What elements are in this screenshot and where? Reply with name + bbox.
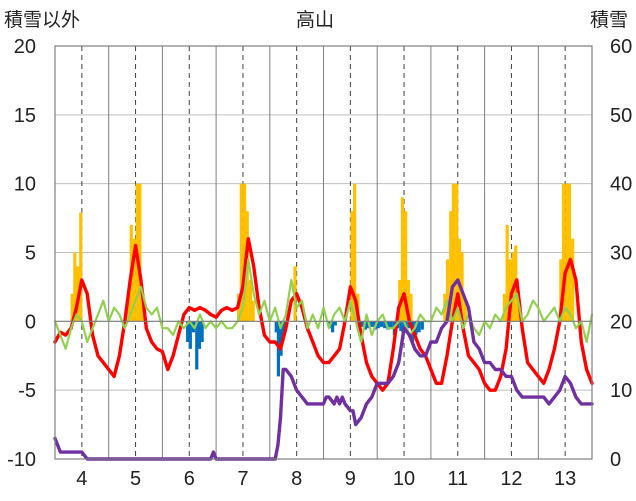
series-line [53, 236, 594, 392]
bar [559, 259, 563, 322]
bar [417, 321, 421, 333]
bar [567, 183, 572, 322]
left-axis-label: 積雪以外 [4, 9, 81, 31]
series-line [53, 278, 594, 461]
bar [399, 321, 403, 331]
left-tick-label: 0 [25, 311, 36, 333]
bar [404, 211, 408, 322]
bar [445, 259, 450, 322]
right-tick-label: 30 [610, 243, 632, 265]
left-tick-label: -10 [7, 449, 36, 471]
bar [565, 183, 569, 322]
x-tick-label: 10 [393, 468, 415, 490]
right-tick-label: 10 [610, 380, 632, 402]
bar [138, 183, 142, 322]
right-tick-label: 20 [610, 311, 632, 333]
left-tick-label: 15 [14, 105, 36, 127]
bar [274, 321, 278, 333]
bar [333, 321, 337, 326]
bar [73, 252, 77, 322]
plot-frame [54, 45, 593, 460]
bar [401, 321, 405, 333]
bar [508, 259, 512, 322]
right-tick-label: 0 [610, 449, 621, 471]
bar [248, 280, 253, 322]
bar [126, 293, 131, 322]
bar [463, 300, 467, 322]
bar [188, 321, 192, 349]
left-tick-label: 20 [14, 36, 36, 58]
bar [561, 183, 566, 322]
bar [389, 321, 393, 329]
bar [200, 321, 204, 342]
bar [353, 183, 357, 322]
bar [571, 238, 575, 322]
bar [449, 211, 453, 322]
grid-layer [54, 46, 592, 459]
bar [197, 321, 202, 349]
x-tick-label: 4 [76, 468, 87, 490]
x-tick-label: 9 [345, 468, 356, 490]
x-tick-label: 12 [500, 468, 522, 490]
bar [370, 321, 374, 327]
bar [409, 293, 413, 322]
frame-layer [54, 45, 593, 460]
left-tick-label: 10 [14, 174, 36, 196]
bar [350, 211, 354, 322]
bar [376, 321, 380, 329]
bar [239, 183, 243, 322]
bar [516, 293, 520, 322]
x-tick-label: 13 [554, 468, 576, 490]
left-tick-label: -5 [18, 380, 36, 402]
left-tick-label: 5 [25, 243, 36, 265]
bar [70, 293, 74, 322]
right-axis-label: 積雪 [590, 9, 629, 31]
bar [406, 280, 410, 322]
line-layer [53, 236, 594, 461]
x-tick-label: 11 [447, 468, 468, 490]
chart-title: 高山 [296, 9, 335, 31]
right-tick-label: 50 [610, 105, 632, 127]
bar [420, 321, 424, 330]
bar [383, 321, 387, 329]
bar [279, 321, 283, 356]
x-tick-label: 7 [237, 468, 248, 490]
bar [505, 224, 509, 322]
series-line [53, 258, 594, 350]
bar [502, 293, 507, 322]
bar [455, 183, 459, 322]
bar [331, 321, 335, 333]
bar [242, 183, 247, 322]
x-tick-label: 6 [184, 468, 195, 490]
bar [360, 321, 364, 327]
bar [451, 183, 456, 322]
x-tick-label: 8 [291, 468, 302, 490]
bar [132, 238, 136, 322]
bar [251, 300, 255, 322]
right-tick-label: 40 [610, 174, 632, 196]
x-tick-label: 5 [130, 468, 141, 490]
bar [79, 212, 83, 322]
bar [282, 321, 286, 338]
bar [195, 321, 199, 370]
right-tick-label: 60 [610, 36, 632, 58]
bar [186, 321, 190, 342]
bar [379, 321, 384, 327]
bar [400, 197, 405, 322]
